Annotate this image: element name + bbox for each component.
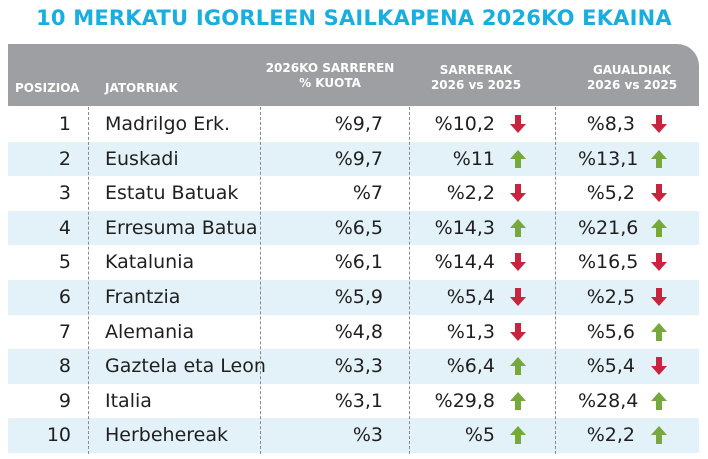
overnight-cell: %21,6 bbox=[578, 216, 639, 239]
arrivals-cell: %14,4 bbox=[434, 251, 495, 274]
arrivals-cell: %5,4 bbox=[446, 285, 495, 308]
overnight-cell: %5,2 bbox=[586, 182, 635, 205]
arrivals-cell: %10,2 bbox=[434, 113, 495, 135]
header-share-line2: % KUOTA bbox=[299, 76, 361, 90]
share-cell: %6,1 bbox=[334, 251, 383, 274]
arrow-down-icon bbox=[650, 252, 668, 272]
source-cell: Alemania bbox=[105, 320, 195, 343]
source-cell: Herbehereak bbox=[105, 424, 228, 447]
table-row: 8 Gaztela eta Leon %3,3 %6,4 %5,4 bbox=[8, 349, 699, 384]
source-cell: Katalunia bbox=[105, 251, 195, 274]
arrivals-cell: %14,3 bbox=[434, 216, 495, 239]
header-arrivals-line2: 2026 vs 2025 bbox=[430, 78, 522, 92]
header-share-line1: 2026KO SARREREN bbox=[265, 61, 395, 75]
source-cell: Estatu Batuak bbox=[105, 182, 239, 205]
position-cell: 4 bbox=[58, 216, 71, 239]
position-cell: 8 bbox=[58, 355, 71, 378]
position-cell: 6 bbox=[58, 285, 71, 308]
column-divider bbox=[409, 107, 410, 454]
table-row: 1 Madrilgo Erk. %9,7 %10,2 %8,3 bbox=[8, 107, 699, 142]
share-cell: %6,5 bbox=[334, 216, 383, 239]
table-row: 4 Erresuma Batua %6,5 %14,3 %21,6 bbox=[8, 210, 699, 246]
header-arrivals: SARRERAK 2026 vs 2025 bbox=[416, 63, 536, 93]
source-cell: Euskadi bbox=[105, 147, 179, 170]
arrow-up-icon bbox=[650, 391, 668, 411]
overnight-cell: %8,3 bbox=[586, 113, 635, 135]
arrow-up-icon bbox=[509, 218, 527, 238]
header-share: 2026KO SARREREN % KUOTA bbox=[260, 61, 400, 91]
overnight-cell: %2,5 bbox=[586, 285, 635, 308]
table-row: 9 Italia %3,1 %29,8 %28,4 bbox=[8, 384, 699, 419]
column-divider bbox=[88, 107, 89, 454]
arrivals-cell: %2,2 bbox=[446, 182, 495, 205]
share-cell: %3 bbox=[352, 424, 383, 447]
share-cell: %4,8 bbox=[334, 320, 383, 343]
overnight-cell: %16,5 bbox=[578, 251, 639, 274]
position-cell: 10 bbox=[46, 424, 71, 447]
arrow-up-icon bbox=[509, 391, 527, 411]
overnight-cell: %5,4 bbox=[586, 355, 635, 378]
arrivals-cell: %29,8 bbox=[434, 389, 495, 412]
arrivals-cell: %5 bbox=[464, 424, 495, 447]
header-overnight-line1: GAUALDIAK bbox=[592, 63, 672, 77]
arrow-down-icon bbox=[650, 114, 668, 134]
arrow-down-icon bbox=[509, 183, 527, 203]
overnight-cell: %2,2 bbox=[586, 424, 635, 447]
share-cell: %3,1 bbox=[334, 389, 383, 412]
table-title: 10 MERKATU IGORLEEN SAILKAPENA 2026KO EK… bbox=[36, 6, 672, 30]
overnight-cell: %28,4 bbox=[578, 389, 639, 412]
table-row: 10 Herbehereak %3 %5 %2,2 bbox=[8, 418, 699, 453]
arrow-up-icon bbox=[650, 149, 668, 169]
source-cell: Italia bbox=[105, 389, 152, 412]
header-overnight-line2: 2026 vs 2025 bbox=[586, 78, 678, 92]
position-cell: 5 bbox=[58, 251, 71, 274]
share-cell: %5,9 bbox=[334, 285, 383, 308]
overnight-cell: %5,6 bbox=[586, 320, 635, 343]
header-arrivals-line1: SARRERAK bbox=[439, 63, 513, 77]
arrow-up-icon bbox=[509, 356, 527, 376]
table-row: 2 Euskadi %9,7 %11 %13,1 bbox=[8, 141, 699, 177]
arrow-down-icon bbox=[509, 322, 527, 342]
arrivals-cell: %6,4 bbox=[446, 355, 495, 378]
arrow-up-icon bbox=[509, 149, 527, 169]
header-position: POSIZIOA bbox=[15, 81, 80, 95]
source-cell: Gaztela eta Leon bbox=[105, 355, 266, 378]
position-cell: 9 bbox=[58, 389, 71, 412]
arrow-down-icon bbox=[509, 287, 527, 307]
table-row: 7 Alemania %4,8 %1,3 %5,6 bbox=[8, 315, 699, 350]
arrow-up-icon bbox=[650, 425, 668, 445]
table-row: 5 Katalunia %6,1 %14,4 %16,5 bbox=[8, 245, 699, 280]
arrow-down-icon bbox=[650, 287, 668, 307]
arrivals-cell: %11 bbox=[452, 147, 495, 170]
share-cell: %9,7 bbox=[334, 147, 383, 170]
position-cell: 3 bbox=[58, 182, 71, 205]
position-cell: 7 bbox=[58, 320, 71, 343]
source-cell: Erresuma Batua bbox=[105, 216, 258, 239]
column-divider bbox=[555, 107, 556, 454]
overnight-cell: %13,1 bbox=[578, 147, 639, 170]
header-source: JATORRIAK bbox=[105, 81, 178, 95]
source-cell: Madrilgo Erk. bbox=[105, 113, 231, 135]
arrow-down-icon bbox=[650, 356, 668, 376]
table-header: POSIZIOA JATORRIAK 2026KO SARREREN % KUO… bbox=[8, 44, 699, 106]
position-cell: 2 bbox=[58, 147, 71, 170]
arrow-up-icon bbox=[650, 322, 668, 342]
share-cell: %7 bbox=[352, 182, 383, 205]
header-overnight: GAUALDIAK 2026 vs 2025 bbox=[572, 63, 692, 93]
position-cell: 1 bbox=[58, 113, 71, 135]
column-divider bbox=[260, 107, 261, 454]
arrow-up-icon bbox=[509, 425, 527, 445]
table-row: 6 Frantzia %5,9 %5,4 %2,5 bbox=[8, 279, 699, 315]
arrow-down-icon bbox=[509, 252, 527, 272]
share-cell: %9,7 bbox=[334, 113, 383, 135]
table-row: 3 Estatu Batuak %7 %2,2 %5,2 bbox=[8, 176, 699, 211]
source-cell: Frantzia bbox=[105, 285, 181, 308]
arrivals-cell: %1,3 bbox=[446, 320, 495, 343]
arrow-down-icon bbox=[650, 183, 668, 203]
share-cell: %3,3 bbox=[334, 355, 383, 378]
arrow-up-icon bbox=[650, 218, 668, 238]
table-body: 1 Madrilgo Erk. %9,7 %10,2 %8,3 2 Euskadi %9,7%… bbox=[8, 107, 699, 453]
arrow-down-icon bbox=[509, 114, 527, 134]
